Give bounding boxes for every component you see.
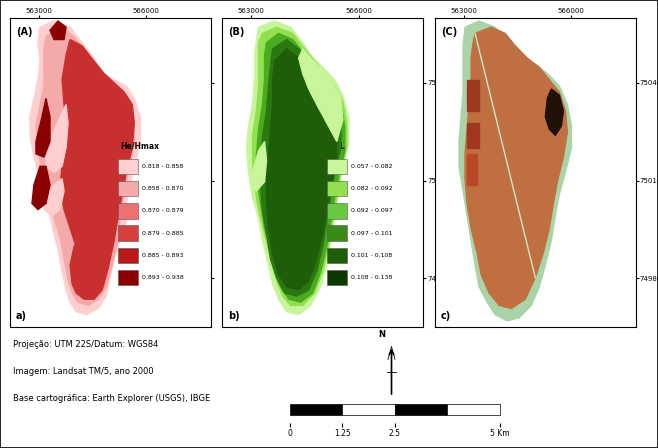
Bar [118,225,138,241]
Polygon shape [247,21,349,314]
Text: (B): (B) [228,27,245,37]
Polygon shape [545,89,563,135]
Polygon shape [465,27,567,309]
Text: He/Hmax: He/Hmax [120,142,159,151]
Polygon shape [30,21,140,314]
Polygon shape [266,49,337,290]
Polygon shape [251,142,266,191]
Polygon shape [467,123,479,148]
Text: (A): (A) [16,27,32,37]
Bar [118,181,138,196]
Polygon shape [299,49,343,142]
Bar [327,225,347,241]
Text: Imagem: Landsat TM/5, ano 2000: Imagem: Landsat TM/5, ano 2000 [13,367,154,376]
Text: a): a) [16,311,27,321]
Text: Base cartográfica: Earth Explorer (USGS), IBGE: Base cartográfica: Earth Explorer (USGS)… [13,394,211,403]
Polygon shape [459,21,571,321]
Text: 0.057 - 0.082: 0.057 - 0.082 [351,164,392,169]
Text: 0.858 - 0.870: 0.858 - 0.870 [142,186,184,191]
Polygon shape [50,21,66,39]
Bar [327,270,347,285]
Polygon shape [32,166,50,210]
Text: 0.097 - 0.101: 0.097 - 0.101 [351,231,392,236]
Text: 0.818 - 0.858: 0.818 - 0.858 [142,164,184,169]
Text: 0.101 - 0.108: 0.101 - 0.108 [351,253,392,258]
Text: 0.885 - 0.893: 0.885 - 0.893 [142,253,184,258]
Bar [118,203,138,219]
Polygon shape [60,39,134,299]
Polygon shape [36,27,134,306]
Polygon shape [467,154,477,185]
Polygon shape [467,80,479,111]
Text: b): b) [228,311,240,321]
Text: 0.879 - 0.885: 0.879 - 0.885 [142,231,184,236]
Polygon shape [253,27,347,306]
Bar [327,203,347,219]
Polygon shape [36,98,50,157]
Polygon shape [44,179,64,216]
Text: N: N [378,330,385,339]
Text: SDL: SDL [329,142,345,151]
Bar [327,181,347,196]
Text: 0.108 - 0.138: 0.108 - 0.138 [351,275,392,280]
Bar [327,248,347,263]
Text: 0.870 - 0.879: 0.870 - 0.879 [142,208,184,213]
Text: Projeção: UTM 22S/Datum: WGS84: Projeção: UTM 22S/Datum: WGS84 [13,340,159,349]
Polygon shape [261,39,341,296]
Text: 0.092 - 0.097: 0.092 - 0.097 [351,208,393,213]
Text: c): c) [441,311,451,321]
Bar [118,270,138,285]
Bar [327,159,347,174]
Bar [118,248,138,263]
Text: 0.893 - 0.938: 0.893 - 0.938 [142,275,184,280]
Polygon shape [46,104,68,172]
Text: 0.082 - 0.092: 0.082 - 0.092 [351,186,392,191]
Polygon shape [257,33,345,302]
Bar [118,159,138,174]
Text: (C): (C) [441,27,457,37]
